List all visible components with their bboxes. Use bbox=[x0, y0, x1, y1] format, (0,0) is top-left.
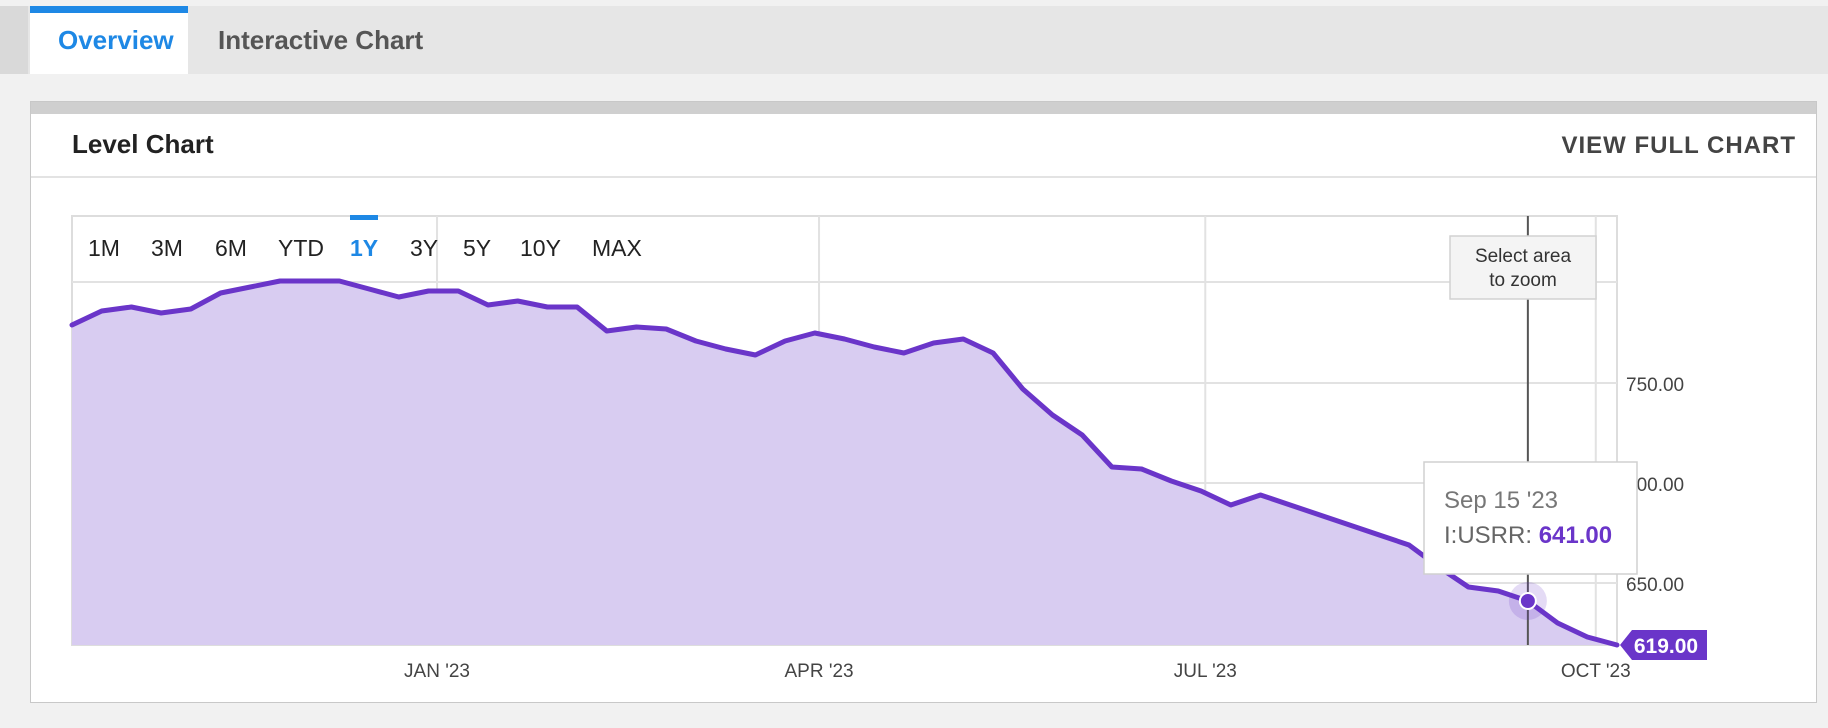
range-button-3y[interactable]: 3Y bbox=[410, 235, 438, 261]
panel-header: Level Chart VIEW FULL CHART bbox=[31, 114, 1816, 178]
active-range-indicator bbox=[350, 215, 378, 220]
tab-bar-edge bbox=[0, 6, 28, 74]
range-button-10y[interactable]: 10Y bbox=[520, 235, 561, 261]
tab-interactive-chart[interactable]: Interactive Chart bbox=[218, 25, 424, 55]
series-line bbox=[69, 278, 1620, 648]
x-tick-label: APR '23 bbox=[784, 661, 853, 682]
y-tick-label: 700.00 bbox=[1626, 475, 1684, 496]
x-tick-label: OCT '23 bbox=[1561, 661, 1631, 682]
x-tick-label: JAN '23 bbox=[404, 661, 470, 682]
last-value-label: 619.00 bbox=[1634, 635, 1698, 658]
tooltip-date: Sep 15 '23 bbox=[1444, 487, 1558, 514]
range-button-5y[interactable]: 5Y bbox=[463, 235, 491, 261]
zoom-hint-box bbox=[1449, 235, 1597, 300]
x-tick-label: JUL '23 bbox=[1174, 661, 1237, 682]
range-button-1m[interactable]: 1M bbox=[88, 235, 120, 261]
tooltip-box bbox=[1423, 461, 1638, 575]
panel-top-bar bbox=[31, 102, 1816, 114]
zoom-hint-line-2: to zoom bbox=[1489, 270, 1557, 291]
last-value-badge bbox=[1620, 630, 1707, 660]
range-button-max[interactable]: MAX bbox=[592, 235, 642, 261]
tooltip-value: 641.00 bbox=[1539, 522, 1612, 549]
zoom-hint-line-1: Select area bbox=[1475, 246, 1572, 267]
tooltip-series-label: I:USRR: bbox=[1444, 522, 1539, 549]
y-tick-label: 650.00 bbox=[1626, 575, 1684, 596]
range-button-1y[interactable]: 1Y bbox=[350, 235, 378, 261]
tab-bar bbox=[0, 6, 1828, 74]
range-button-6m[interactable]: 6M bbox=[215, 235, 247, 261]
range-button-3m[interactable]: 3M bbox=[151, 235, 183, 261]
view-full-chart-link[interactable]: VIEW FULL CHART bbox=[1561, 132, 1796, 159]
tab-overview[interactable]: Overview bbox=[30, 6, 188, 74]
hover-point bbox=[1518, 592, 1537, 610]
tooltip-series-value: I:USRR: 641.00 bbox=[1444, 522, 1612, 549]
series-area bbox=[72, 281, 1617, 645]
y-tick-label: 750.00 bbox=[1626, 375, 1684, 396]
panel-title: Level Chart bbox=[72, 129, 214, 159]
range-button-ytd[interactable]: YTD bbox=[278, 235, 324, 261]
